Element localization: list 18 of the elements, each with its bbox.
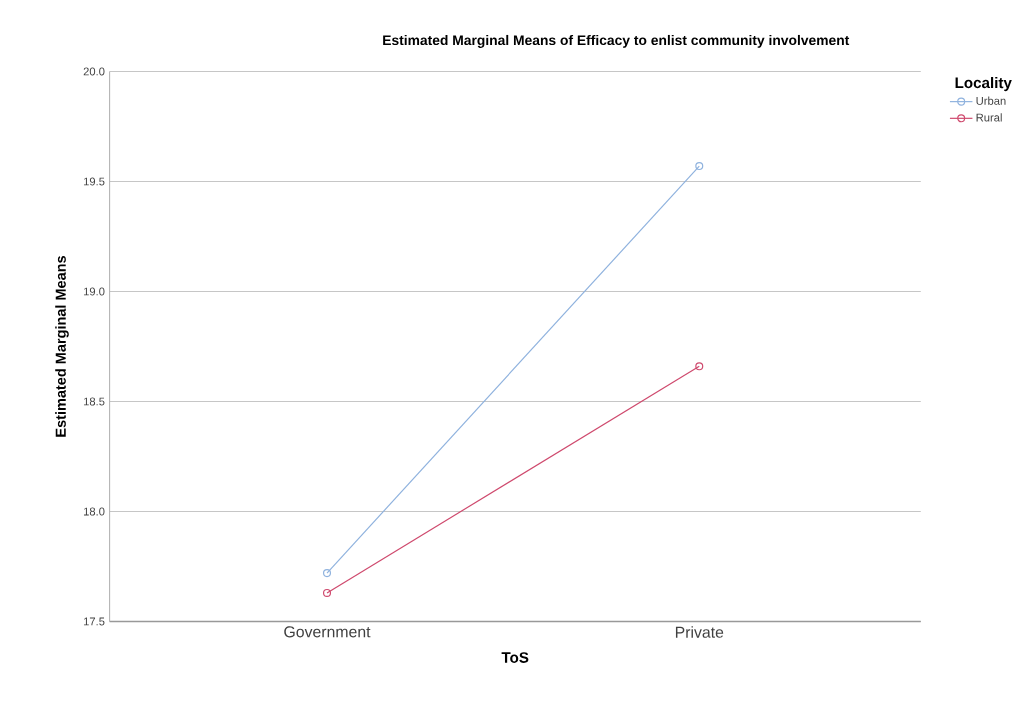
y-tick-label: 18.5 [83,397,105,406]
y-tick-label: 20.0 [83,67,105,76]
y-axis-title: Estimated Marginal Means [55,256,69,437]
point [695,362,704,371]
chart-title: Estimated Marginal Means of Efficacy to enlist community involvement [383,34,850,48]
x-tick-label: Private [675,626,724,638]
x-tick-label: Government [284,626,371,638]
legend-label: Rural [976,113,1002,122]
y-tick-label: 19.0 [83,287,105,296]
y-tick-label: 18.0 [83,507,105,516]
y-tick-label: 19.5 [83,177,105,186]
legend-label: Urban [976,96,1006,105]
point [695,162,704,171]
point [322,569,332,578]
legend-title: Locality [955,77,1012,92]
x-axis-title: ToS [501,652,529,663]
y-tick-label: 17.5 [83,617,105,626]
point [322,588,332,597]
